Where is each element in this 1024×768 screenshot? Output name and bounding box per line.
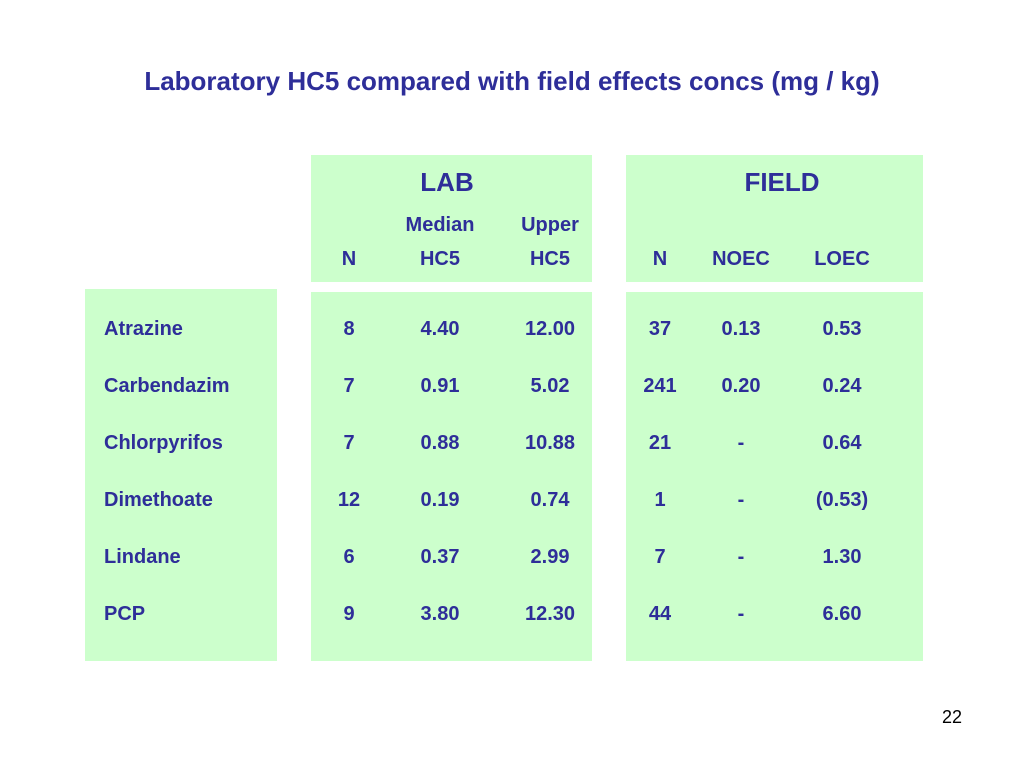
lab-col-line1: Median: [405, 214, 475, 236]
field-loec-cell: 0.64: [822, 432, 862, 454]
field-n-cell: 21: [648, 432, 672, 454]
field-noec-cell: -: [737, 603, 745, 625]
row-name: Chlorpyrifos: [104, 432, 223, 454]
field-loec-cell: 0.53: [822, 318, 862, 340]
lab-header-box: [311, 155, 592, 282]
lab-upper-cell: 2.99: [530, 546, 570, 568]
field-n-cell: 7: [654, 546, 666, 568]
field-loec-cell: 1.30: [822, 546, 862, 568]
row-name: Dimethoate: [104, 489, 213, 511]
row-name: Carbendazim: [104, 375, 230, 397]
lab-col-header-n: N: [341, 248, 357, 270]
lab-heading: LAB: [420, 167, 474, 197]
field-loec-cell: 0.24: [822, 375, 862, 397]
field-noec-cell: -: [737, 432, 745, 454]
field-n-cell: 37: [648, 318, 672, 340]
lab-median-cell: 0.37: [420, 546, 460, 568]
field-loec-cell: 6.60: [822, 603, 862, 625]
lab-upper-cell: 12.30: [524, 603, 576, 625]
slide-title: Laboratory HC5 compared with field effec…: [144, 66, 880, 96]
field-header-box: [626, 155, 923, 282]
lab-upper-cell: 5.02: [530, 375, 570, 397]
lab-upper-cell: 10.88: [524, 432, 576, 454]
field-n-cell: 241: [643, 375, 677, 397]
field-noec-cell: 0.20: [721, 375, 761, 397]
names-body-box: [85, 289, 277, 661]
lab-col-header-upper: HC5: [529, 248, 570, 270]
row-name: Atrazine: [104, 318, 183, 340]
field-noec-cell: 0.13: [721, 318, 761, 340]
lab-n-cell: 7: [343, 432, 355, 454]
field-n-cell: 1: [654, 489, 666, 511]
lab-n-cell: 7: [343, 375, 355, 397]
lab-body-box: [311, 292, 592, 661]
lab-median-cell: 3.80: [420, 603, 460, 625]
lab-n-cell: 6: [343, 546, 355, 568]
page-number: 22: [941, 707, 962, 727]
lab-upper-cell: 0.74: [530, 489, 570, 511]
lab-n-cell: 12: [337, 489, 361, 511]
lab-col-header-median: HC5: [419, 248, 460, 270]
row-name: PCP: [104, 603, 146, 625]
field-col-header-loec: LOEC: [814, 248, 870, 270]
field-n-cell: 44: [648, 603, 672, 625]
field-noec-cell: -: [737, 489, 745, 511]
lab-col-line1: Upper: [521, 214, 579, 236]
lab-median-cell: 0.91: [420, 375, 460, 397]
field-body-box: [626, 292, 923, 661]
field-heading: FIELD: [744, 167, 820, 197]
lab-median-cell: 0.88: [420, 432, 460, 454]
row-name: Lindane: [104, 546, 181, 568]
field-noec-cell: -: [737, 546, 745, 568]
lab-median-cell: 4.40: [420, 318, 460, 340]
lab-n-cell: 8: [343, 318, 355, 340]
lab-upper-cell: 12.00: [524, 318, 576, 340]
field-col-header-n: N: [652, 248, 668, 270]
lab-n-cell: 9: [343, 603, 355, 625]
field-col-header-noec: NOEC: [712, 248, 770, 270]
lab-median-cell: 0.19: [420, 489, 460, 511]
field-loec-cell: (0.53): [815, 489, 869, 511]
